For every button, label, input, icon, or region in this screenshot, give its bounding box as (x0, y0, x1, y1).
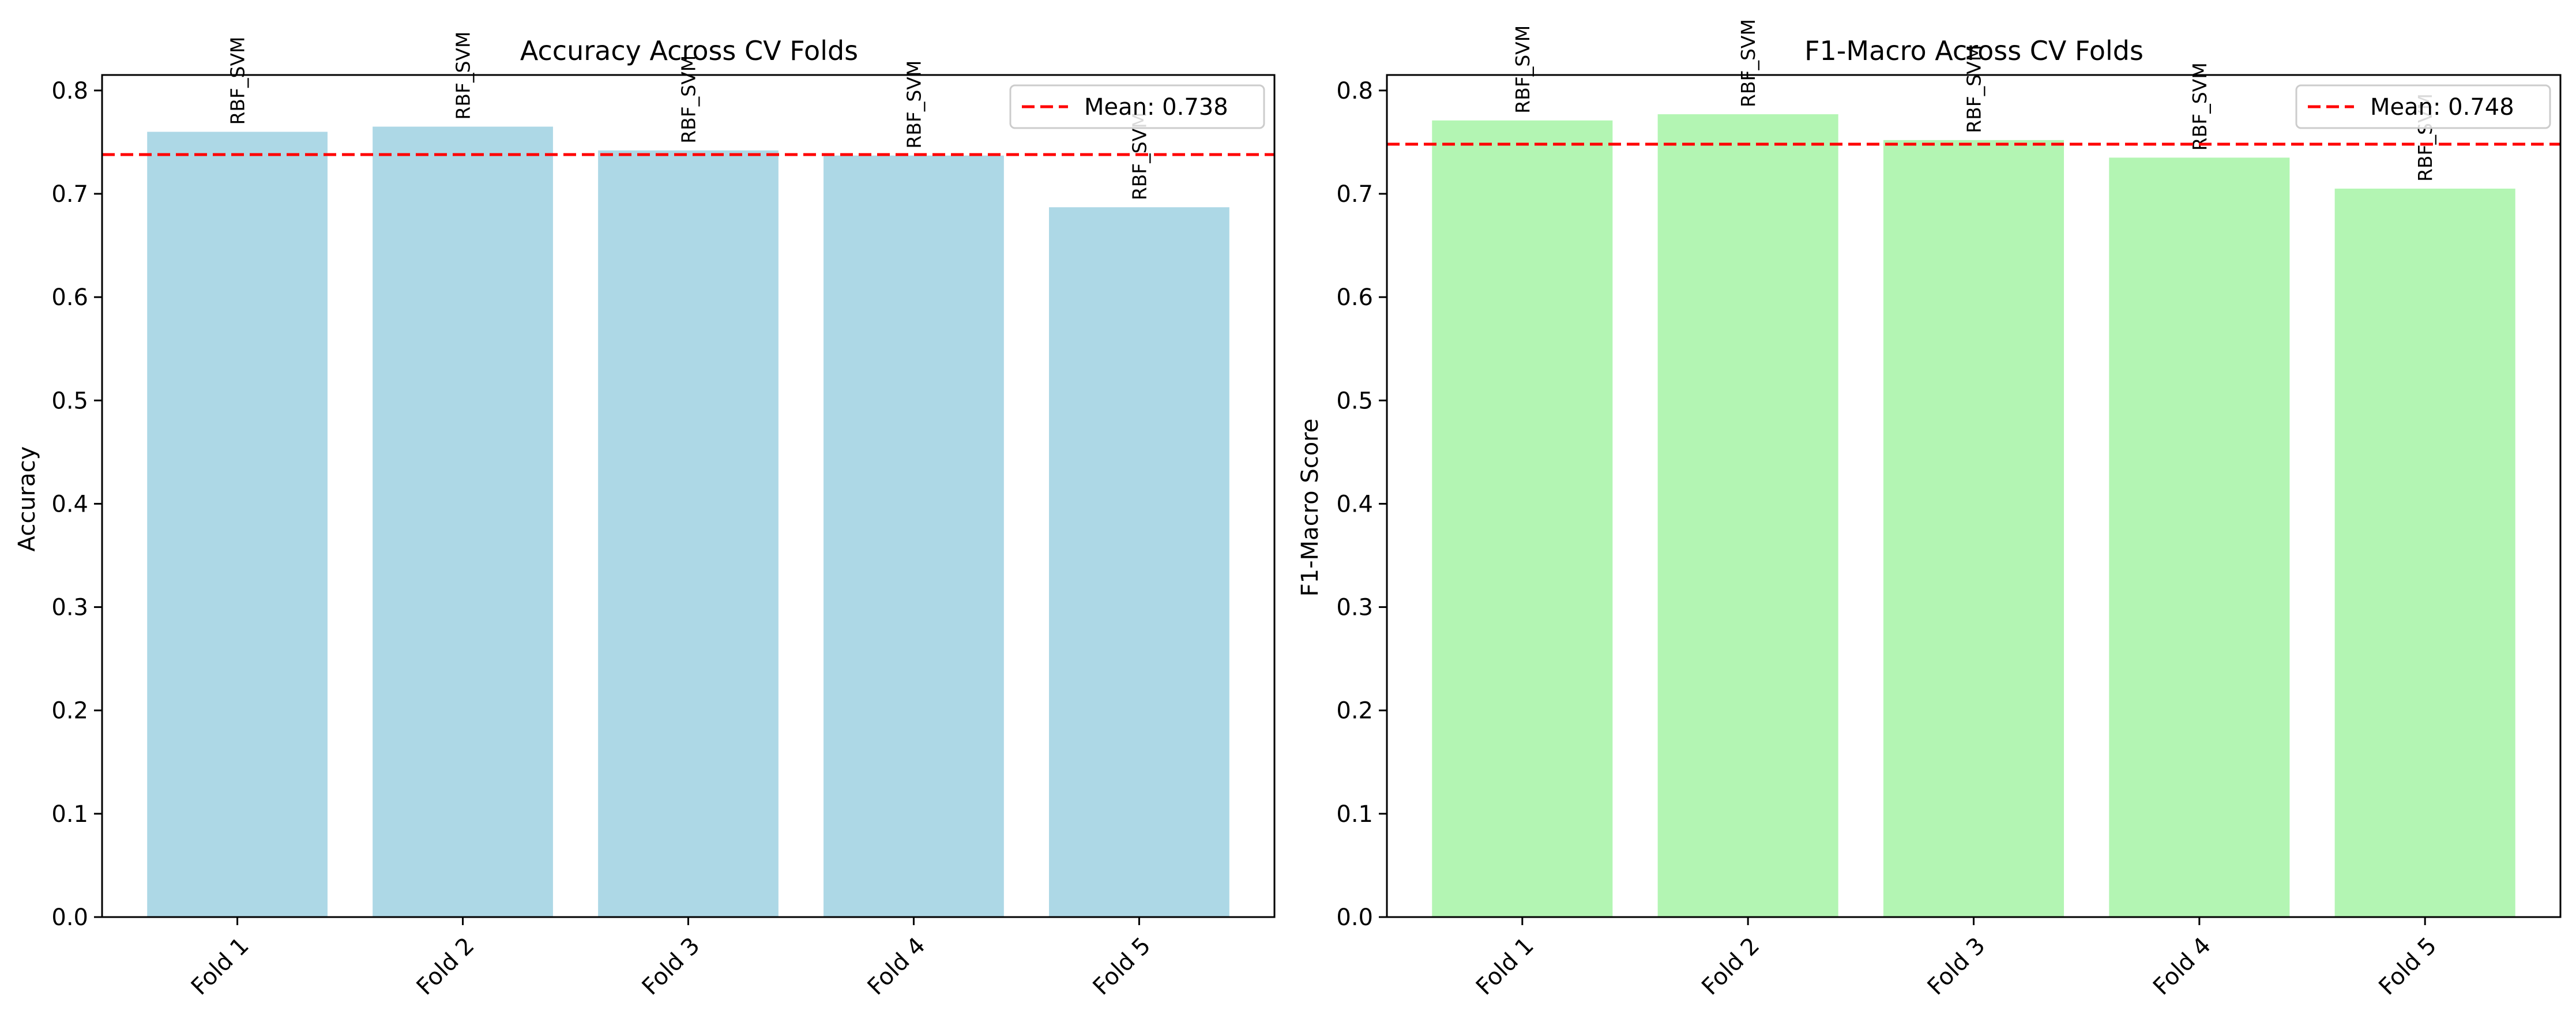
y-tick-label-0: 0.0 (1336, 904, 1373, 931)
accuracy-chart-title: Accuracy Across CV Folds (520, 35, 858, 66)
bar-5 (2334, 189, 2515, 918)
bar-1 (1432, 120, 1613, 918)
y-tick-label-8: 0.8 (1336, 78, 1373, 104)
bar-2 (1657, 114, 1838, 918)
y-tick-label-1: 0.1 (51, 801, 88, 828)
y-tick-label-5: 0.5 (51, 388, 88, 414)
y-tick-label-0: 0.0 (51, 904, 88, 931)
y-tick-label-7: 0.7 (51, 181, 88, 208)
y-tick-label-1: 0.1 (1336, 801, 1373, 828)
accuracy-y-axis-label: Accuracy (14, 446, 40, 552)
accuracy-chart: Accuracy Across CV Folds Accuracy RBF_SV… (14, 32, 1276, 1000)
y-tick-label-6: 0.6 (51, 284, 88, 311)
bar-4 (823, 155, 1004, 917)
y-tick-label-7: 0.7 (1336, 181, 1373, 208)
bar-label-3: RBF_SVM (678, 55, 700, 144)
legend-label: Mean: 0.738 (1084, 94, 1228, 121)
legend-box (1009, 84, 1265, 129)
y-tick-label-2: 0.2 (1336, 698, 1373, 724)
bar-1 (147, 132, 328, 918)
y-tick-label-8: 0.8 (51, 78, 88, 104)
y-tick-label-6: 0.6 (1336, 284, 1373, 311)
bar-label-4: RBF_SVM (902, 61, 925, 149)
bar-label-4: RBF_SVM (2188, 62, 2211, 151)
y-tick-label-4: 0.4 (1336, 491, 1373, 517)
legend-box (2295, 84, 2551, 129)
bar-3 (1883, 140, 2064, 918)
y-tick-label-3: 0.3 (1336, 595, 1373, 621)
bar-5 (1049, 207, 1229, 918)
f1-macro-chart-title: F1-Macro Across CV Folds (1804, 35, 2143, 66)
y-tick-label-3: 0.3 (51, 595, 88, 621)
bar-3 (598, 150, 779, 918)
f1-macro-chart: F1-Macro Across CV Folds F1-Macro Score … (1297, 19, 2562, 1000)
bar-4 (2109, 157, 2290, 918)
bar-2 (373, 126, 553, 917)
bar-label-3: RBF_SVM (1963, 45, 1985, 133)
y-tick-label-5: 0.5 (1336, 388, 1373, 414)
f1-macro-y-axis-label: F1-Macro Score (1297, 419, 1323, 597)
bar-label-1: RBF_SVM (227, 36, 249, 125)
y-tick-label-2: 0.2 (51, 698, 88, 724)
bar-label-2: RBF_SVM (1737, 19, 1759, 107)
y-tick-label-4: 0.4 (51, 491, 88, 517)
bar-label-1: RBF_SVM (1511, 25, 1534, 114)
legend-label: Mean: 0.748 (2370, 94, 2514, 121)
